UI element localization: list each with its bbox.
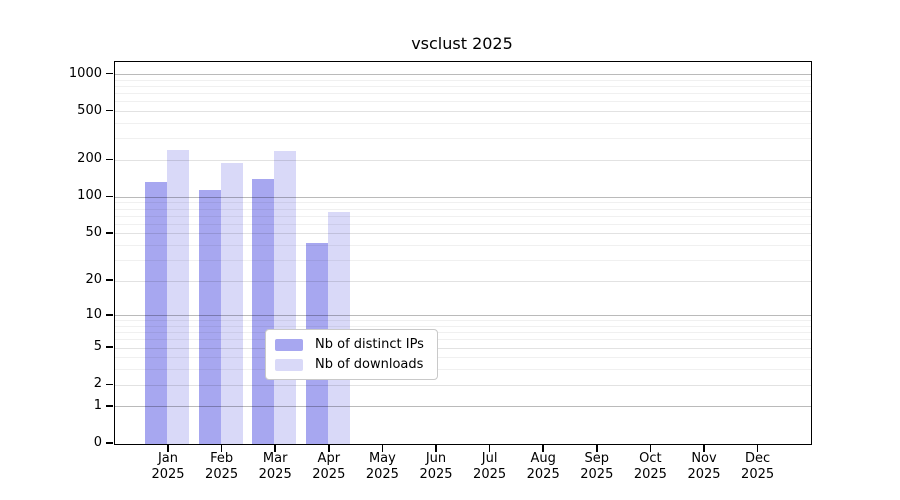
gridlines-layer [115, 62, 811, 444]
x-tick-mark [756, 444, 759, 452]
gridline-40 [115, 244, 811, 246]
x-tick-mark [435, 444, 437, 452]
gridline-9 [115, 320, 811, 322]
x-tick-mark [703, 444, 705, 452]
x-tick-label: Jan 2025 [151, 451, 185, 482]
gridline-4 [115, 357, 811, 359]
y-tick-label: 5 [93, 339, 102, 355]
bar-jan-distinct-ips [145, 181, 167, 444]
y-tick-label: 1000 [68, 65, 102, 81]
gridline-800 [115, 86, 811, 88]
y-tick-mark [106, 383, 113, 386]
x-tick-mark [220, 444, 223, 452]
y-tick-mark [106, 109, 113, 112]
gridline-10 [115, 315, 811, 317]
y-tick-label: 200 [77, 151, 102, 167]
gridline-6 [115, 339, 811, 341]
x-tick-mark [274, 444, 276, 452]
y-tick-mark [106, 442, 113, 444]
x-tick-mark [649, 444, 652, 452]
gridline-5 [115, 347, 811, 349]
y-tick-mark [106, 279, 113, 281]
y-tick-label: 500 [77, 102, 102, 118]
y-tick-mark [106, 314, 113, 316]
y-tick-label: 100 [77, 188, 102, 204]
x-tick-mark [381, 444, 384, 452]
x-tick-mark [328, 444, 330, 452]
gridline-8 [115, 326, 811, 328]
x-tick-label: Mar 2025 [258, 451, 292, 482]
y-tick-mark [106, 232, 113, 234]
x-tick-label: Nov 2025 [687, 451, 721, 482]
x-tick-mark [488, 444, 491, 452]
y-tick-mark [106, 195, 113, 198]
gridline-2 [115, 384, 811, 386]
gridline-400 [115, 123, 811, 125]
x-tick-label: Jul 2025 [473, 451, 507, 482]
gridline-200 [115, 159, 811, 161]
distinct-ips-swatch-icon [275, 338, 303, 351]
gridline-100 [115, 196, 811, 198]
x-tick-mark [542, 444, 544, 452]
legend-label-downloads: Nb of downloads [315, 357, 424, 372]
bar-apr-downloads [327, 212, 350, 444]
gridline-300 [115, 138, 811, 140]
x-tick-label: Dec 2025 [741, 451, 775, 482]
gridline-80 [115, 208, 811, 210]
y-tick-label: 10 [85, 306, 102, 322]
gridline-900 [115, 79, 811, 81]
gridline-1 [115, 406, 811, 408]
y-tick-label: 20 [85, 272, 102, 288]
x-tick-label: May 2025 [365, 451, 399, 482]
legend-item-downloads: Nb of downloads [275, 356, 424, 373]
y-tick-mark [106, 72, 113, 75]
gridline-90 [115, 202, 811, 204]
legend-item-distinct-ips: Nb of distinct IPs [275, 336, 424, 353]
plot-area [114, 61, 812, 445]
gridline-60 [115, 223, 811, 225]
gridline-7 [115, 332, 811, 334]
bar-feb-downloads [220, 162, 243, 444]
y-tick-mark [106, 405, 113, 407]
x-tick-label: Aug 2025 [526, 451, 560, 482]
downloads-swatch-icon [275, 358, 303, 371]
gridline-1000 [115, 74, 811, 76]
gridline-20 [115, 280, 811, 282]
gridline-700 [115, 93, 811, 95]
y-tick-label: 2 [93, 376, 102, 392]
gridline-70 [115, 215, 811, 217]
legend-label-distinct-ips: Nb of distinct IPs [315, 337, 424, 352]
gridline-3 [115, 369, 811, 371]
x-tick-label: Sep 2025 [580, 451, 614, 482]
gridline-30 [115, 259, 811, 261]
y-tick-mark [106, 346, 113, 348]
x-tick-mark [596, 444, 598, 452]
x-tick-label: Jun 2025 [419, 451, 453, 482]
gridline-600 [115, 101, 811, 103]
y-tick-label: 1 [93, 397, 102, 413]
legend: Nb of distinct IPs Nb of downloads [265, 329, 438, 380]
y-tick-label: 50 [85, 224, 102, 240]
gridline-50 [115, 233, 811, 235]
x-tick-label: Apr 2025 [312, 451, 346, 482]
bar-feb-distinct-ips [198, 189, 221, 444]
chart-title: vsclust 2025 [411, 34, 513, 53]
x-tick-label: Feb 2025 [205, 451, 239, 482]
gridline-500 [115, 111, 811, 113]
bar-jan-downloads [167, 150, 189, 444]
y-tick-mark [106, 158, 113, 161]
x-tick-mark [167, 444, 169, 452]
y-tick-label: 0 [93, 435, 102, 450]
x-tick-label: Oct 2025 [633, 451, 667, 482]
